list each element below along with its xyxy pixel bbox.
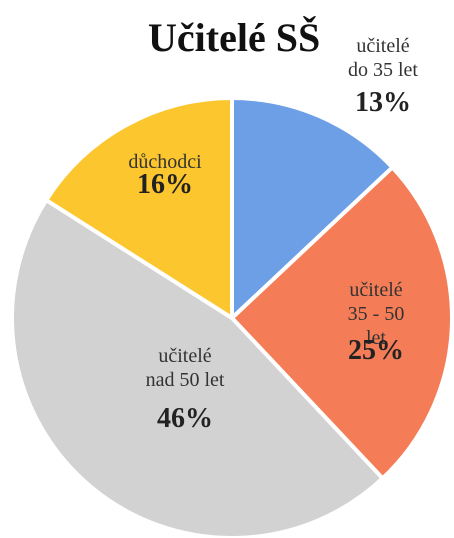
slice-value-label: 16%: [137, 169, 193, 200]
slice-label: důchodci: [128, 151, 202, 173]
pie-slice: [43, 95, 234, 322]
slice-value-label: 46%: [157, 403, 213, 434]
slice-label: učitelé 35 - 50 let: [347, 279, 405, 349]
slice-label: učitelé do 35 let: [348, 35, 418, 81]
pie-slice: [10, 197, 386, 538]
slice-value-label: 13%: [355, 87, 411, 118]
pie-slice: [230, 95, 396, 323]
slice-value-label: 25%: [348, 335, 404, 366]
pie-slice: [229, 164, 454, 482]
slice-label: učitelé nad 50 let: [145, 345, 225, 391]
chart-title: Učitelé SŠ: [148, 15, 321, 60]
